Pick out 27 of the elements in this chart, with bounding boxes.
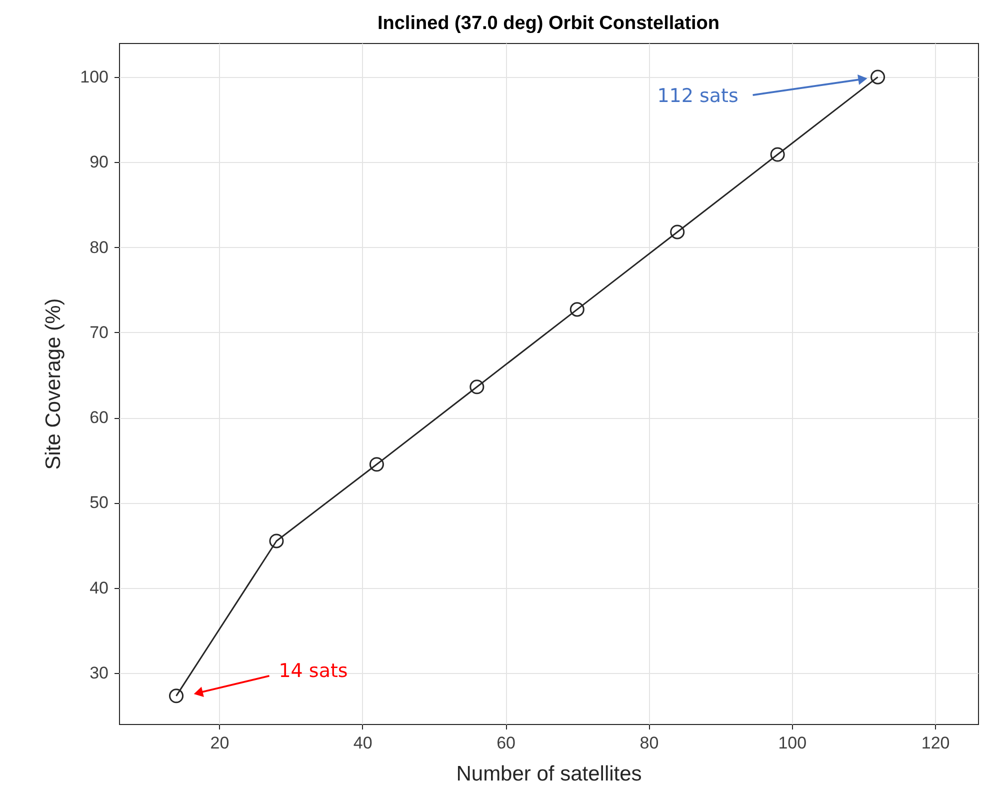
x-tick-label: 100	[778, 734, 807, 752]
x-tick-label: 120	[921, 734, 950, 752]
y-tick-label: 80	[90, 238, 108, 257]
y-tick-label: 40	[90, 578, 108, 598]
y-tick-label: 30	[90, 663, 108, 682]
annotation: 14 sats	[278, 660, 348, 682]
y-tick-label: 70	[90, 322, 108, 342]
y-tick-label: 90	[90, 152, 108, 172]
chart-title: Inclined (37.0 deg) Orbit Constellation	[377, 13, 720, 34]
x-tick-label: 40	[353, 734, 372, 752]
point	[670, 224, 685, 240]
annotation: 112 sats	[657, 85, 738, 108]
y-tick-label: 60	[90, 408, 108, 428]
point	[169, 688, 184, 704]
x-tick-label: 80	[640, 734, 659, 752]
y-tick-label: 50	[90, 493, 108, 512]
x-tick-label: 60	[496, 734, 516, 752]
point	[470, 380, 484, 394]
point	[770, 147, 785, 162]
point	[570, 302, 584, 317]
point	[269, 534, 284, 548]
point	[870, 70, 886, 84]
point	[369, 457, 384, 472]
y-tick-label: 100	[80, 68, 108, 87]
y-axis-title: Site Coverage (%)	[42, 298, 66, 470]
x-axis-title: Number of satellites	[456, 762, 642, 786]
x-tick-label: 20	[210, 734, 230, 752]
